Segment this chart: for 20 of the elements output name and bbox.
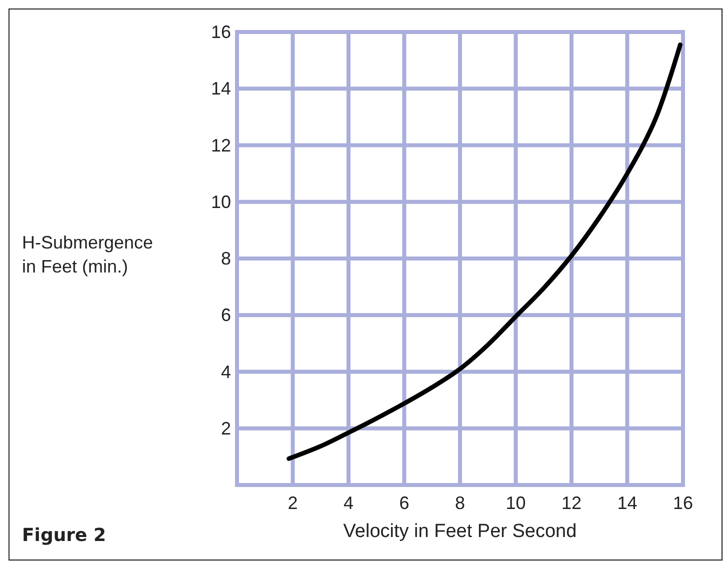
line-series: [286, 42, 682, 461]
y-tick-label: 4: [220, 362, 231, 382]
x-tick-label: 4: [343, 493, 354, 513]
y-tick-label: 12: [210, 135, 231, 156]
x-tick-label: 16: [672, 493, 694, 513]
x-tick-label: 8: [454, 493, 466, 513]
x-tick-label: 14: [617, 493, 638, 513]
y-axis-title: H-Submergence in Feet (min.): [22, 232, 154, 276]
y-tick-label: 14: [210, 78, 231, 99]
x-axis-title: Velocity in Feet Per Second: [343, 521, 577, 542]
y-tick-label: 2: [220, 418, 231, 438]
y-tick-label: 8: [220, 248, 231, 268]
y-tick-label: 6: [220, 305, 231, 326]
y-tick-label: 16: [210, 22, 231, 42]
x-tick-label: 10: [506, 493, 526, 513]
x-tick-label: 6: [399, 493, 410, 513]
caption: Figure 2: [22, 525, 106, 546]
x-tick-label: 12: [561, 493, 582, 513]
y-tick-label: 10: [210, 192, 231, 212]
x-tick-label: 2: [288, 493, 298, 513]
